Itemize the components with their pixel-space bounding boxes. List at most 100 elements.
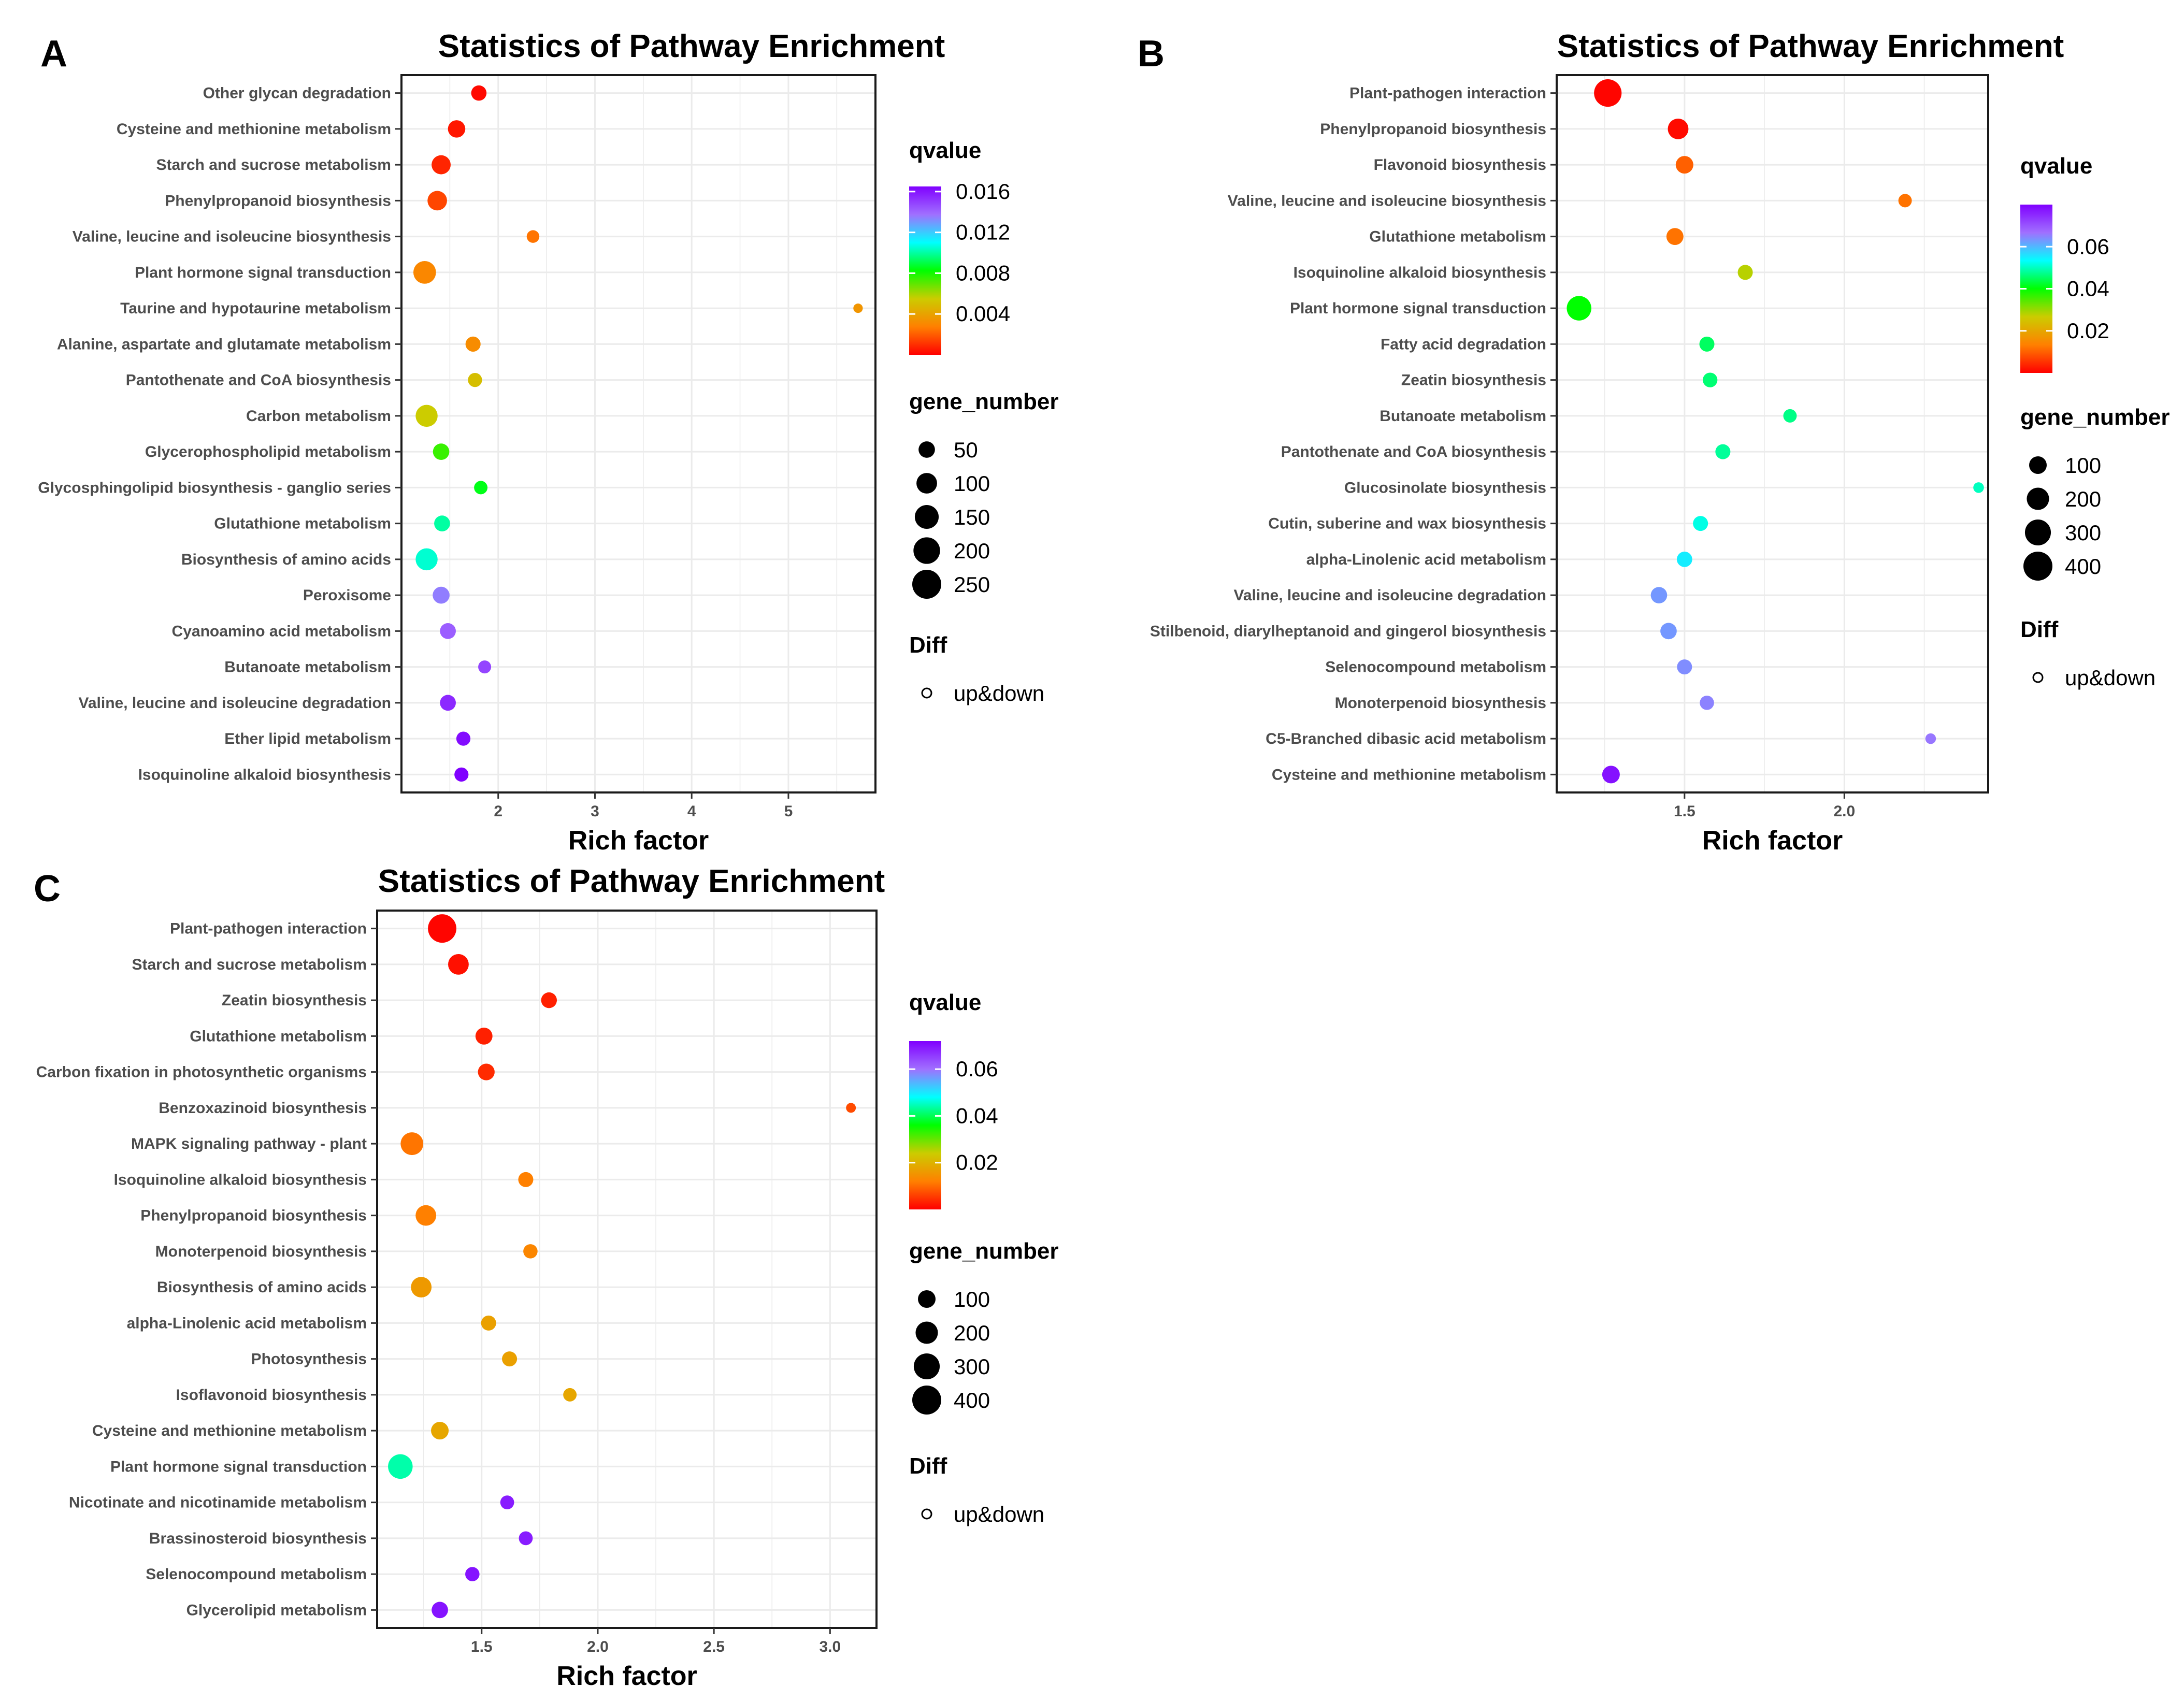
data-point: Peroxisome (433, 586, 450, 604)
y-tick-label: Isoquinoline alkaloid biosynthesis (138, 766, 391, 783)
y-tick-label: Ether lipid metabolism (224, 730, 391, 747)
y-tick-label: Plant hormone signal transduction (135, 264, 391, 281)
panel-a: A Statistics of Pathway Enrichment Other g… (38, 28, 1058, 856)
y-tick-label: Phenylpropanoid biosynthesis (165, 192, 391, 209)
color-bar-tick-label: 0.02 (956, 1150, 998, 1175)
y-tick-label: C5-Branched dibasic acid metabolism (1266, 730, 1546, 747)
y-tick-label: MAPK signaling pathway - plant (131, 1135, 367, 1152)
y-tick-label: Glutathione metabolism (1369, 228, 1546, 246)
data-point: alpha-Linolenic acid metabolism (481, 1315, 496, 1331)
size-legend-label: 100 (954, 471, 990, 496)
data-point: Starch and sucrose metabolism (432, 155, 451, 175)
size-legend-dot (915, 1321, 938, 1344)
data-point: Plant-pathogen interaction (428, 914, 456, 943)
y-tick-label: Pantothenate and CoA biosynthesis (1281, 443, 1546, 460)
panel-label: C (34, 868, 61, 910)
chart-title: Statistics of Pathway Enrichment (378, 863, 885, 899)
data-point: Valine, leucine and isoleucine degradati… (440, 695, 456, 711)
x-tick-label: 2.0 (587, 1638, 609, 1655)
data-point: Isoquinoline alkaloid biosynthesis (454, 767, 469, 782)
legend-color-title: qvalue (909, 990, 981, 1015)
diff-legend-marker (2032, 672, 2044, 683)
size-legend-dot (914, 504, 939, 529)
y-tick-label: Cutin, suberine and wax biosynthesis (1268, 515, 1546, 532)
data-point: Cysteine and methionine metabolism (1602, 766, 1620, 784)
data-point: Plant hormone signal transduction (413, 261, 436, 284)
data-point: Cyanoamino acid metabolism (440, 623, 456, 639)
size-legend-dot (912, 1386, 941, 1415)
color-bar-tick-label: 0.04 (956, 1103, 998, 1128)
y-tick-label: Glycerolipid metabolism (186, 1602, 367, 1619)
chart-title: Statistics of Pathway Enrichment (438, 28, 945, 64)
size-legend-label: 100 (954, 1287, 990, 1311)
y-tick-label: Glycerophospholipid metabolism (145, 443, 391, 460)
data-point: Benzoxazinoid biosynthesis (846, 1103, 856, 1113)
data-point: Glutathione metabolism (1666, 228, 1684, 246)
y-tick-label: Other glycan degradation (203, 85, 391, 102)
y-tick-label: Plant hormone signal transduction (1290, 300, 1546, 317)
data-point: Butanoate metabolism (1783, 409, 1797, 423)
color-bar (909, 1041, 941, 1209)
data-point: Phenylpropanoid biosynthesis (427, 191, 447, 211)
data-point: Isoquinoline alkaloid biosynthesis (518, 1172, 534, 1187)
y-tick-label: Stilbenoid, diarylheptanoid and gingerol… (1150, 623, 1546, 640)
data-point: Isoquinoline alkaloid biosynthesis (1737, 265, 1753, 280)
y-tick-label: Cysteine and methionine metabolism (1272, 766, 1546, 783)
y-tick-label: Biosynthesis of amino acids (181, 551, 391, 568)
data-point: Zeatin biosynthesis (1703, 372, 1718, 387)
legend-diff-title: Diff (909, 1453, 947, 1479)
size-legend-label: 300 (2065, 521, 2101, 545)
data-point: C5-Branched dibasic acid metabolism (1925, 733, 1936, 744)
panel-label: B (1138, 33, 1165, 75)
y-tick-label: Carbon metabolism (246, 408, 391, 425)
color-bar-tick-label: 0.04 (2067, 277, 2109, 301)
plot-border (400, 74, 877, 794)
data-point: Alanine, aspartate and glutamate metabol… (465, 336, 481, 352)
y-tick-label: Valine, leucine and isoleucine degradati… (1233, 587, 1546, 604)
size-legend-dot (918, 441, 935, 458)
y-tick-label: Valine, leucine and isoleucine biosynthe… (73, 228, 391, 246)
color-bar-tick-label: 0.016 (956, 179, 1010, 204)
data-point: Starch and sucrose metabolism (448, 954, 469, 975)
data-point: Monoterpenoid biosynthesis (523, 1244, 538, 1259)
size-legend-dot (918, 1290, 936, 1308)
data-point: Valine, leucine and isoleucine degradati… (1650, 587, 1668, 603)
y-tick-label: Taurine and hypotaurine metabolism (120, 300, 391, 317)
data-point: MAPK signaling pathway - plant (400, 1132, 424, 1156)
data-point: Glycerolipid metabolism (432, 1602, 448, 1619)
x-tick-label: 1.5 (471, 1638, 493, 1655)
data-point: Isoflavonoid biosynthesis (563, 1388, 577, 1402)
y-tick-label: Isoquinoline alkaloid biosynthesis (114, 1171, 367, 1188)
size-legend-label: 150 (954, 505, 990, 529)
y-tick-label: alpha-Linolenic acid metabolism (1306, 551, 1546, 568)
y-tick-label: Cysteine and methionine metabolism (117, 121, 391, 138)
y-tick-label: Valine, leucine and isoleucine degradati… (78, 695, 391, 712)
size-legend-dot (916, 473, 937, 494)
legend-size-title: gene_number (909, 1238, 1059, 1264)
data-point: Phenylpropanoid biosynthesis (415, 1205, 437, 1226)
diff-legend-label: up&down (2065, 666, 2156, 690)
size-legend-label: 200 (954, 1321, 990, 1345)
y-tick-label: Glycosphingolipid biosynthesis - ganglio… (38, 479, 391, 496)
size-legend-label: 100 (2065, 453, 2101, 478)
plot-border (1556, 74, 1989, 794)
y-tick-label: Zeatin biosynthesis (1401, 372, 1546, 389)
size-legend-label: 300 (954, 1354, 990, 1379)
y-tick-label: Photosynthesis (251, 1351, 367, 1368)
y-tick-label: Plant-pathogen interaction (1349, 85, 1546, 102)
x-tick-label: 3.0 (819, 1638, 841, 1655)
data-point: Carbon metabolism (415, 405, 438, 427)
size-legend-dot (2027, 487, 2049, 510)
size-legend-label: 200 (954, 539, 990, 563)
data-point: Valine, leucine and isoleucine biosynthe… (1898, 194, 1912, 208)
data-point: Glutathione metabolism (475, 1027, 493, 1045)
y-tick-label: Cysteine and methionine metabolism (92, 1422, 367, 1439)
x-tick-label: 5 (784, 803, 793, 820)
y-tick-label: Isoquinoline alkaloid biosynthesis (1294, 264, 1546, 281)
plot-border (376, 910, 878, 1629)
size-legend-label: 250 (954, 572, 990, 597)
data-point: Ether lipid metabolism (456, 731, 471, 746)
legend-diff-title: Diff (909, 632, 947, 658)
y-tick-label: Starch and sucrose metabolism (156, 156, 392, 174)
y-tick-label: Alanine, aspartate and glutamate metabol… (57, 336, 391, 353)
